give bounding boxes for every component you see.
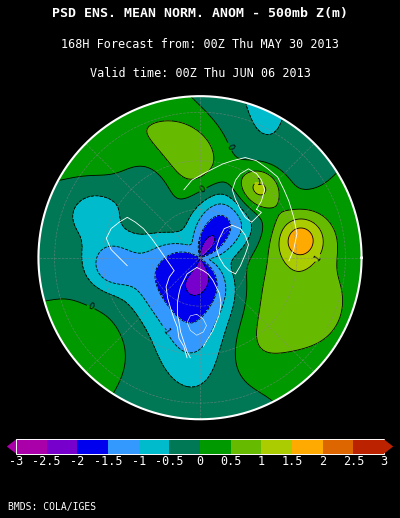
Bar	[16, 439, 47, 454]
Text: PSD ENS. MEAN NORM. ANOM - 500mb Z(m): PSD ENS. MEAN NORM. ANOM - 500mb Z(m)	[52, 7, 348, 20]
Text: -1: -1	[132, 455, 146, 468]
Bar	[323, 439, 353, 454]
Text: 3: 3	[380, 455, 388, 468]
Text: -2: -2	[70, 455, 84, 468]
Text: -1: -1	[160, 325, 172, 337]
Text: -1.5: -1.5	[94, 455, 122, 468]
Text: 168H Forecast from: 00Z Thu MAY 30 2013: 168H Forecast from: 00Z Thu MAY 30 2013	[61, 38, 339, 51]
Text: 2.5: 2.5	[343, 455, 364, 468]
Polygon shape	[384, 439, 393, 454]
Text: -2.5: -2.5	[32, 455, 61, 468]
Text: -3: -3	[9, 455, 23, 468]
Text: 1: 1	[313, 253, 323, 263]
Text: 0: 0	[86, 302, 95, 312]
Bar	[292, 439, 323, 454]
Bar	[16, 439, 384, 454]
Bar	[261, 439, 292, 454]
Text: 1: 1	[258, 455, 265, 468]
Bar	[231, 439, 261, 454]
Text: Valid time: 00Z Thu JUN 06 2013: Valid time: 00Z Thu JUN 06 2013	[90, 67, 310, 80]
Text: 0: 0	[199, 184, 207, 195]
Bar	[169, 439, 200, 454]
Text: 0: 0	[196, 455, 204, 468]
Text: 2: 2	[319, 455, 326, 468]
Bar	[47, 439, 77, 454]
Text: 1.5: 1.5	[281, 455, 303, 468]
Text: 1: 1	[256, 178, 261, 187]
Bar	[108, 439, 139, 454]
Bar	[200, 439, 231, 454]
Polygon shape	[7, 439, 16, 454]
Bar	[353, 439, 384, 454]
Text: BMDS: COLA/IGES: BMDS: COLA/IGES	[8, 502, 96, 512]
Text: 0.5: 0.5	[220, 455, 241, 468]
Text: -0.5: -0.5	[155, 455, 184, 468]
Bar	[77, 439, 108, 454]
Bar	[139, 439, 169, 454]
Text: 0: 0	[224, 142, 235, 151]
